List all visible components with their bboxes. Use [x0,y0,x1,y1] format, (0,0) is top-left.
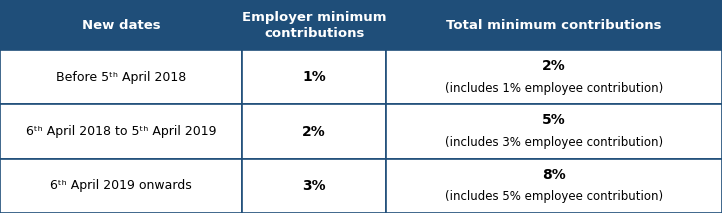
Text: 5%: 5% [542,114,566,127]
Text: Total minimum contributions: Total minimum contributions [446,19,662,32]
Text: (includes 3% employee contribution): (includes 3% employee contribution) [445,136,664,149]
Text: 6ᵗʰ April 2019 onwards: 6ᵗʰ April 2019 onwards [50,179,192,192]
Text: (includes 5% employee contribution): (includes 5% employee contribution) [445,190,664,203]
Bar [386,159,722,213]
Text: Before 5ᵗʰ April 2018: Before 5ᵗʰ April 2018 [56,71,186,84]
Bar [242,0,386,50]
Bar [242,104,386,159]
Bar [0,104,242,159]
Bar [386,50,722,104]
Bar [0,159,242,213]
Bar [0,0,242,50]
Text: Employer minimum
contributions: Employer minimum contributions [242,10,386,40]
Text: 1%: 1% [303,70,326,84]
Text: New dates: New dates [82,19,160,32]
Text: 6ᵗʰ April 2018 to 5ᵗʰ April 2019: 6ᵗʰ April 2018 to 5ᵗʰ April 2019 [26,125,216,138]
Bar [386,104,722,159]
Text: 8%: 8% [542,168,566,182]
Bar [242,159,386,213]
Bar [242,50,386,104]
Bar [0,50,242,104]
Bar [386,0,722,50]
Text: 3%: 3% [303,179,326,193]
Text: (includes 1% employee contribution): (includes 1% employee contribution) [445,82,664,95]
Text: 2%: 2% [303,125,326,138]
Text: 2%: 2% [542,59,566,73]
